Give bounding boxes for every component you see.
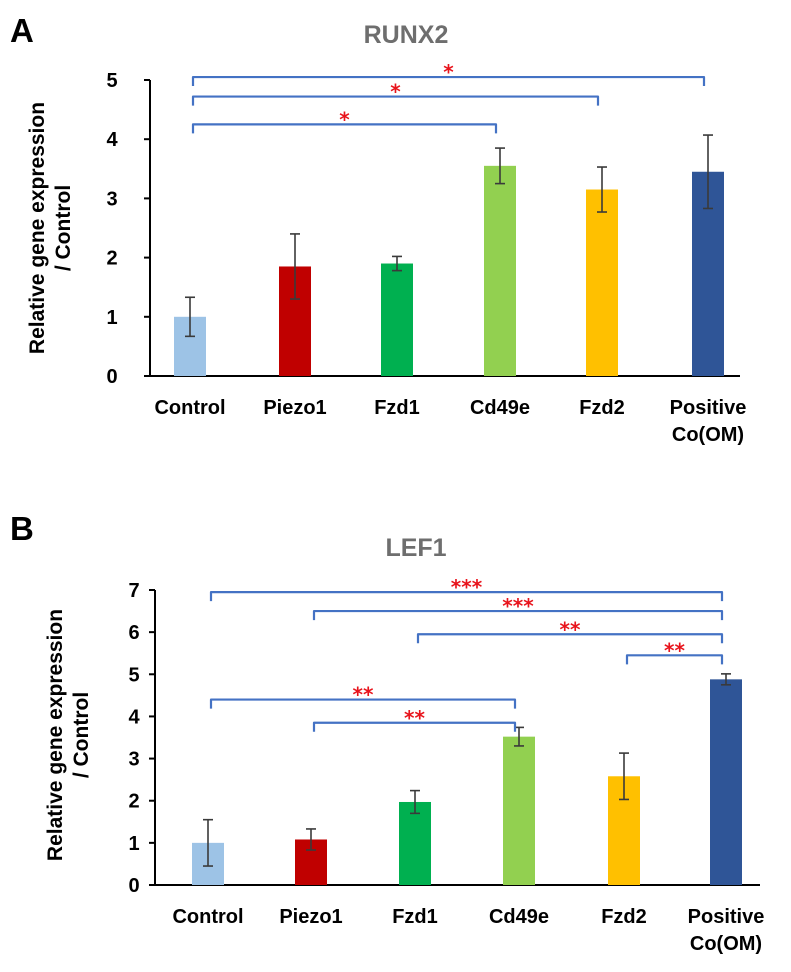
chart-a-bar-2: [381, 263, 413, 376]
chart-b-significance-bracket-0: [209, 591, 724, 602]
chart-a-category-line: Fzd1: [374, 397, 420, 419]
chart-a-category-label-1: Piezo1: [263, 397, 326, 419]
chart-a-title: RUNX2: [364, 21, 449, 49]
chart-b-category-line: Co(OM): [690, 933, 762, 955]
chart-b-bar-3: [503, 736, 535, 885]
chart-b-y-tick-label: 6: [128, 622, 139, 644]
chart-b-significance-label-4: **: [353, 683, 374, 707]
chart-a-significance-label-1: *: [390, 80, 401, 104]
chart-a-significance-label-0: *: [443, 60, 454, 84]
chart-a-category-label-0: Control: [154, 397, 225, 419]
chart-b-title: LEF1: [385, 534, 446, 562]
chart-a-y-tick-label: 0: [106, 366, 117, 388]
chart-b-category-label-1: Piezo1: [279, 906, 342, 928]
panel-a-label: A: [10, 12, 34, 49]
chart-b-significance-label-3: **: [664, 638, 685, 662]
chart-b-significance-bracket-5: [312, 721, 517, 732]
chart-a-y-tick-label: 3: [106, 188, 117, 210]
chart-a-category-line: Positive: [670, 397, 747, 419]
chart-b: 0 1 2 3 4 5 6 7 Relative gene expression / Contro…: [44, 575, 764, 955]
chart-a-significance-label-2: *: [339, 107, 350, 131]
chart-b-bar-5: [710, 679, 742, 885]
chart-a-y-tick-label: 4: [106, 129, 118, 151]
chart-a-y-tick-label: 2: [106, 248, 117, 270]
chart-a-significance-bracket-2: [191, 123, 498, 134]
chart-b-category-line: Fzd2: [601, 906, 647, 928]
chart-b-ylabel: Relative gene expression / Control: [44, 609, 93, 861]
chart-b-category-line: Control: [172, 906, 243, 928]
chart-a-ylabel-line: Relative gene expression: [26, 102, 49, 354]
chart-b-category-label-5: Positive Co(OM): [688, 906, 765, 955]
chart-b-category-line: Positive: [688, 906, 765, 928]
chart-b-category-label-4: Fzd2: [601, 906, 647, 928]
chart-b-category-label-2: Fzd1: [392, 906, 438, 928]
chart-b-significance-bracket-1: [312, 609, 724, 621]
chart-a-significance-bracket-0: [191, 75, 706, 87]
chart-a-category-label-4: Fzd2: [579, 397, 625, 419]
chart-a-category-label-5: Positive Co(OM): [670, 397, 747, 446]
chart-a-category-line: Co(OM): [672, 424, 744, 446]
chart-b-y-tick-label: 2: [128, 791, 139, 813]
chart-b-significance-label-2: **: [560, 617, 581, 641]
chart-a-category-line: Fzd2: [579, 397, 625, 419]
chart-b-significance-bracket-3: [625, 654, 724, 665]
chart-b-y-tick-label: 5: [128, 664, 139, 686]
chart-b-ylabel-line: / Control: [70, 692, 93, 778]
chart-b-category-line: Cd49e: [489, 906, 549, 928]
chart-b-category-label-3: Cd49e: [489, 906, 549, 928]
chart-a-category-label-3: Cd49e: [470, 397, 530, 419]
chart-a-bar-3: [484, 165, 516, 376]
chart-b-category-label-0: Control: [172, 906, 243, 928]
chart-a-category-line: Control: [154, 397, 225, 419]
chart-a-y-tick-label: 1: [106, 307, 117, 329]
chart-b-bar-2: [399, 801, 431, 885]
chart-b-significance-bracket-4: [209, 698, 517, 709]
chart-a-category-line: Cd49e: [470, 397, 530, 419]
chart-b-significance-label-0: ***: [451, 575, 483, 599]
chart-a-y-tick-label: 5: [106, 70, 117, 92]
chart-a-category-label-2: Fzd1: [374, 397, 420, 419]
chart-b-category-line: Piezo1: [279, 906, 342, 928]
chart-b-category-line: Fzd1: [392, 906, 438, 928]
chart-b-y-tick-label: 7: [128, 580, 139, 602]
chart-a-significance-bracket-1: [191, 95, 600, 106]
chart-a-bar-4: [586, 189, 618, 376]
chart-b-ylabel-line: Relative gene expression: [44, 609, 67, 861]
panel-b-label: B: [10, 510, 34, 547]
chart-b-significance-bracket-2: [416, 633, 724, 644]
chart-a-ylabel: Relative gene expression / Control: [26, 102, 75, 354]
chart-b-y-tick-label: 1: [128, 833, 139, 855]
chart-b-y-tick-label: 4: [128, 706, 140, 728]
chart-a-category-line: Piezo1: [263, 397, 326, 419]
chart-b-y-tick-label: 0: [128, 875, 139, 897]
chart-b-y-tick-label: 3: [128, 749, 139, 771]
chart-b-significance-label-5: **: [404, 706, 425, 730]
chart-a-ylabel-line: / Control: [52, 185, 75, 271]
chart-a: 0 1 2 3 4 5 Relative gene expression / Control C…: [26, 60, 746, 446]
chart-b-significance-label-1: ***: [502, 594, 534, 618]
